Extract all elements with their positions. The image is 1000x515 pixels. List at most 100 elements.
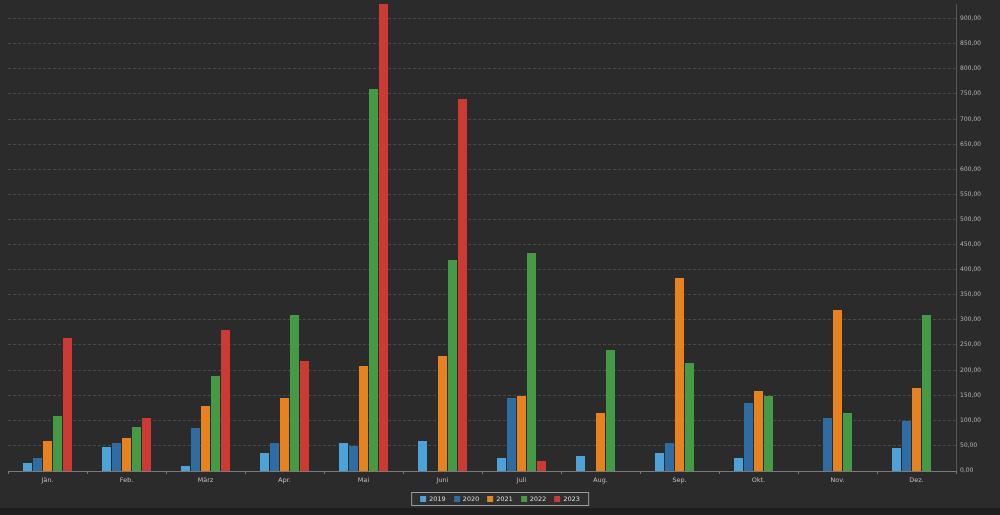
y-axis-tick-label: 150,00 xyxy=(960,391,981,399)
gridline xyxy=(8,193,956,195)
legend-label: 2022 xyxy=(529,495,547,503)
legend-item-2023: 2023 xyxy=(554,495,580,503)
bar-2019-Feb xyxy=(102,446,111,471)
bar-group-Okt xyxy=(719,4,798,471)
gridline xyxy=(8,419,956,421)
bar-2022-Mai xyxy=(369,89,378,471)
gridline xyxy=(8,269,956,271)
bar-2022-Feb xyxy=(132,426,141,471)
y-axis-tick-label: 600,00 xyxy=(960,165,981,173)
legend-label: 2023 xyxy=(563,495,580,503)
bar-2022-Dez xyxy=(922,315,931,471)
gridline xyxy=(8,394,956,396)
x-axis-label: März xyxy=(197,476,214,484)
x-axis-label: Feb. xyxy=(119,476,134,484)
gridline xyxy=(8,93,956,95)
bar-2020-Apr xyxy=(270,443,279,471)
bar-2023-Mai xyxy=(379,4,388,471)
y-axis-tick-label: 200,00 xyxy=(960,366,981,374)
x-axis-label: Nov. xyxy=(830,476,845,484)
y-axis-tick-label: 900,00 xyxy=(960,15,981,23)
gridline xyxy=(8,168,956,170)
x-axis-label: Dez. xyxy=(909,476,924,484)
bar-2021-Nov xyxy=(833,310,842,471)
y-axis-tick-label: 500,00 xyxy=(960,215,981,223)
bar-group-Sep xyxy=(640,4,719,471)
legend-item-2021: 2021 xyxy=(487,495,513,503)
bar-group-Mai xyxy=(324,4,403,471)
bar-2022-Sep xyxy=(685,363,694,471)
bar-2023-Juni xyxy=(458,99,467,471)
x-axis-label: Apr. xyxy=(278,476,291,484)
x-axis-label: Juli xyxy=(516,476,527,484)
bar-2020-Nov xyxy=(823,418,832,471)
x-axis-tick xyxy=(640,471,641,474)
y-axis-tick-label: 300,00 xyxy=(960,316,981,324)
y-axis-tick-label: 250,00 xyxy=(960,341,981,349)
y-axis-tick-label: 450,00 xyxy=(960,241,981,249)
bar-2019-Jän xyxy=(23,463,32,471)
bar-2020-Juli xyxy=(507,398,516,471)
x-axis-label: Mai xyxy=(357,476,370,484)
bar-2021-Dez xyxy=(912,388,921,471)
gridline xyxy=(8,18,956,20)
bar-2019-Sep xyxy=(655,453,664,471)
bar-group-Juli xyxy=(482,4,561,471)
legend-swatch-2019 xyxy=(420,496,427,502)
bar-group-Feb xyxy=(87,4,166,471)
bar-group-Aug xyxy=(561,4,640,471)
x-axis-tick xyxy=(877,471,878,474)
bar-2019-Dez xyxy=(892,448,901,471)
bar-2019-März xyxy=(181,465,190,471)
bar-2023-Juli xyxy=(537,460,546,471)
gridline xyxy=(8,68,956,70)
y-axis-tick-label: 750,00 xyxy=(960,90,981,98)
x-axis-labels: Jän. Feb. März Apr. Mai Juni Juli Aug. Sep. Okt. N… xyxy=(8,476,956,484)
y-axis: 0,00 50,00 100,00 150,00 200,00 250,00 300,00 3… xyxy=(960,4,1000,474)
window-bottom-bar xyxy=(0,508,1000,515)
legend-item-2019: 2019 xyxy=(420,495,446,503)
gridline xyxy=(8,444,956,446)
x-axis-tick xyxy=(403,471,404,474)
bar-2021-Sep xyxy=(675,277,684,471)
x-axis-label: Jän. xyxy=(41,476,54,484)
bar-group-Dez xyxy=(877,4,956,471)
x-axis-tick xyxy=(561,471,562,474)
bar-groups xyxy=(8,4,956,471)
legend-item-2020: 2020 xyxy=(453,495,479,503)
bar-2022-März xyxy=(211,375,220,471)
bar-2020-Okt xyxy=(744,403,753,471)
bar-2021-Juli xyxy=(517,395,526,471)
gridline xyxy=(8,319,956,321)
gridline xyxy=(8,143,956,145)
bar-2021-Jän xyxy=(43,440,52,471)
bar-group-Nov xyxy=(798,4,877,471)
y-axis-tick-label: 400,00 xyxy=(960,266,981,274)
bar-2021-März xyxy=(201,405,210,471)
bar-2019-Okt xyxy=(734,458,743,471)
x-axis-tick xyxy=(8,471,9,474)
y-axis-tick-label: 100,00 xyxy=(960,416,981,424)
x-axis-label: Okt. xyxy=(751,476,766,484)
y-axis-tick-label: 650,00 xyxy=(960,140,981,148)
bar-2019-Mai xyxy=(339,443,348,471)
bar-2023-Apr xyxy=(300,360,309,471)
legend-swatch-2020 xyxy=(453,496,460,502)
bar-group-März xyxy=(166,4,245,471)
y-axis-tick-label: 350,00 xyxy=(960,291,981,299)
y-axis-tick-label: 850,00 xyxy=(960,40,981,48)
y-axis-tick-label: 550,00 xyxy=(960,190,981,198)
legend-swatch-2021 xyxy=(487,496,494,502)
x-axis-tick xyxy=(482,471,483,474)
y-axis-tick-label: 700,00 xyxy=(960,115,981,123)
bar-2022-Aug xyxy=(606,350,615,471)
gridline xyxy=(8,344,956,346)
bar-2021-Okt xyxy=(754,390,763,471)
bar-2019-Aug xyxy=(576,455,585,471)
gridline xyxy=(8,218,956,220)
y-axis-tick-label: 0,00 xyxy=(960,467,974,474)
y-axis-tick-label: 50,00 xyxy=(960,441,978,449)
bar-2022-Juni xyxy=(448,260,457,471)
bar-2022-Okt xyxy=(764,395,773,471)
